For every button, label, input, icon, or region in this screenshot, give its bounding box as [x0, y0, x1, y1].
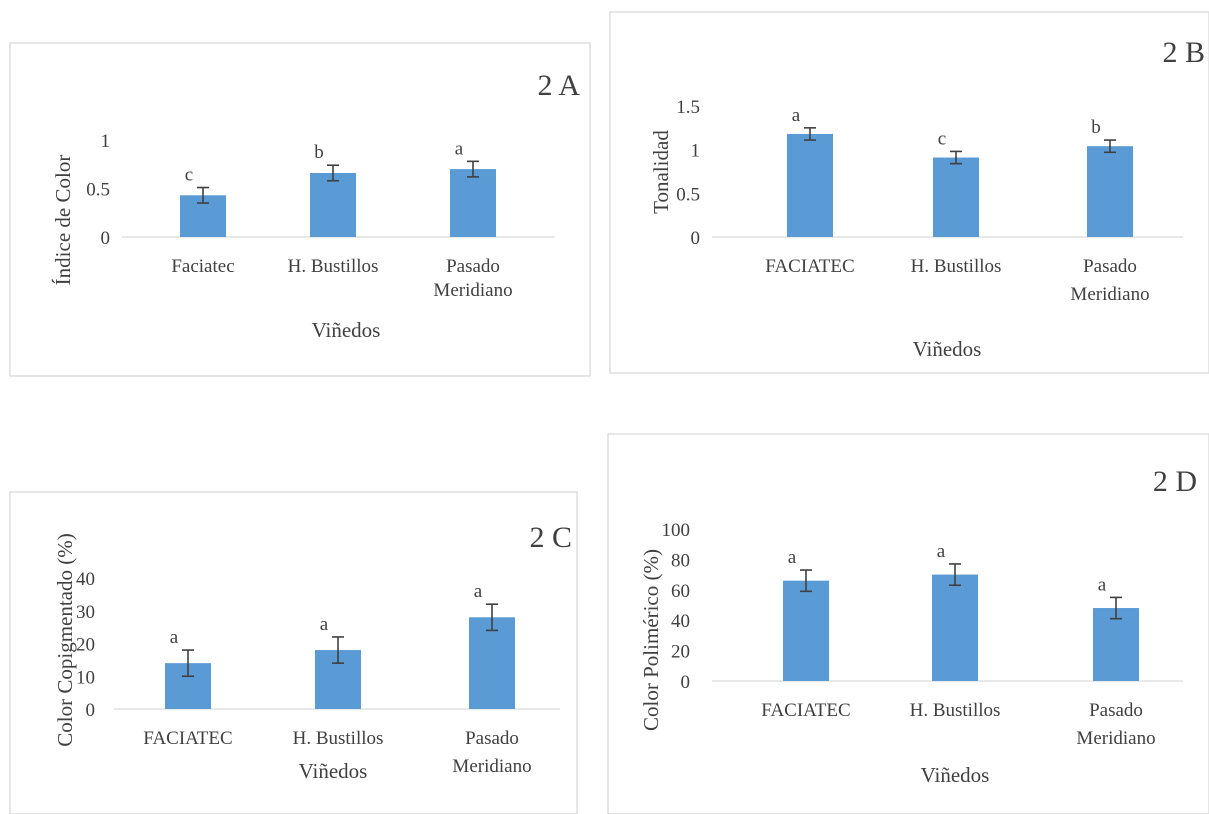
category-label-d-0: FACIATEC	[761, 700, 850, 721]
category-label-d-1: H. Bustillos	[910, 700, 1001, 721]
y-tick-label-d-2: 40	[671, 611, 690, 632]
significance-letter-b-0: a	[792, 105, 801, 126]
category-label-b-2: Pasado	[1083, 256, 1137, 277]
category-label-a-0: Faciatec	[171, 256, 234, 277]
y-tick-label-c-0: 0	[86, 700, 96, 721]
bar-d-0	[783, 580, 829, 681]
x-axis-title-b: Viñedos	[913, 337, 982, 361]
y-tick-label-d-4: 80	[671, 550, 690, 571]
panel-label-c: 2 C	[529, 521, 572, 554]
x-axis-title-d: Viñedos	[921, 763, 990, 787]
category-label-c-1: H. Bustillos	[293, 728, 384, 749]
bar-b-2	[1087, 146, 1133, 237]
significance-letter-a-2: a	[455, 138, 464, 159]
y-tick-label-d-0: 0	[681, 672, 691, 693]
category-label-a-1: H. Bustillos	[288, 256, 379, 277]
y-tick-label-c-4: 40	[76, 569, 95, 590]
significance-letter-d-1: a	[937, 541, 946, 562]
y-tick-label-b-2: 1	[691, 141, 701, 162]
x-axis-title-c: Viñedos	[299, 759, 368, 783]
y-tick-label-d-5: 100	[662, 520, 691, 541]
bar-d-1	[932, 574, 978, 681]
bar-c-2	[469, 617, 515, 709]
chart-frame-c	[9, 491, 578, 814]
category-label-line2-a-2: Meridiano	[433, 280, 512, 301]
y-tick-label-c-2: 20	[76, 635, 95, 656]
bar-b-0	[787, 133, 833, 237]
panel-label-a: 2 A	[537, 69, 580, 102]
category-label-a-2: Pasado	[446, 256, 500, 277]
bar-a-1	[310, 172, 356, 237]
bar-d-2	[1093, 608, 1139, 681]
category-label-b-1: H. Bustillos	[911, 256, 1002, 277]
y-tick-label-b-3: 1.5	[676, 97, 700, 118]
y-axis-title-d: Color Polimérico (%)	[639, 549, 663, 731]
category-label-line2-c-2: Meridiano	[452, 756, 531, 777]
bar-b-1	[933, 157, 979, 237]
panel-label-d: 2 D	[1153, 465, 1197, 498]
significance-letter-c-1: a	[320, 614, 329, 635]
y-tick-label-a-2: 1	[101, 131, 111, 152]
y-tick-label-d-3: 60	[671, 581, 690, 602]
category-label-b-0: FACIATEC	[765, 256, 854, 277]
y-tick-label-a-1: 0.5	[86, 180, 110, 201]
significance-letter-d-2: a	[1098, 574, 1107, 595]
chart-frame-a	[9, 42, 591, 377]
y-tick-label-b-1: 0.5	[676, 184, 700, 205]
y-tick-label-c-3: 30	[76, 602, 95, 623]
y-axis-title-c: Color Copigmentado (%)	[53, 533, 77, 746]
chart-frame-b	[609, 11, 1209, 374]
y-axis-title-a: Índice de Color	[51, 155, 75, 286]
y-tick-label-a-0: 0	[101, 228, 111, 249]
category-label-line2-b-2: Meridiano	[1070, 284, 1149, 305]
x-axis-title-a: Viñedos	[312, 318, 381, 342]
chart-frame-d	[607, 433, 1209, 814]
significance-letter-b-2: b	[1091, 117, 1101, 138]
significance-letter-a-0: c	[185, 165, 193, 186]
significance-letter-c-2: a	[474, 581, 483, 602]
significance-letter-a-1: b	[314, 142, 324, 163]
panel-label-b: 2 B	[1162, 36, 1205, 69]
y-tick-label-c-1: 10	[76, 667, 95, 688]
significance-letter-b-1: c	[938, 128, 946, 149]
y-axis-title-b: Tonalidad	[649, 130, 673, 214]
category-label-d-2: Pasado	[1089, 700, 1143, 721]
y-tick-label-b-0: 0	[691, 228, 701, 249]
y-tick-label-d-1: 20	[671, 642, 690, 663]
category-label-line2-d-2: Meridiano	[1076, 728, 1155, 749]
significance-letter-c-0: a	[170, 627, 179, 648]
category-label-c-2: Pasado	[465, 728, 519, 749]
bar-a-2	[450, 169, 496, 237]
category-label-c-0: FACIATEC	[143, 728, 232, 749]
significance-letter-d-0: a	[788, 547, 797, 568]
